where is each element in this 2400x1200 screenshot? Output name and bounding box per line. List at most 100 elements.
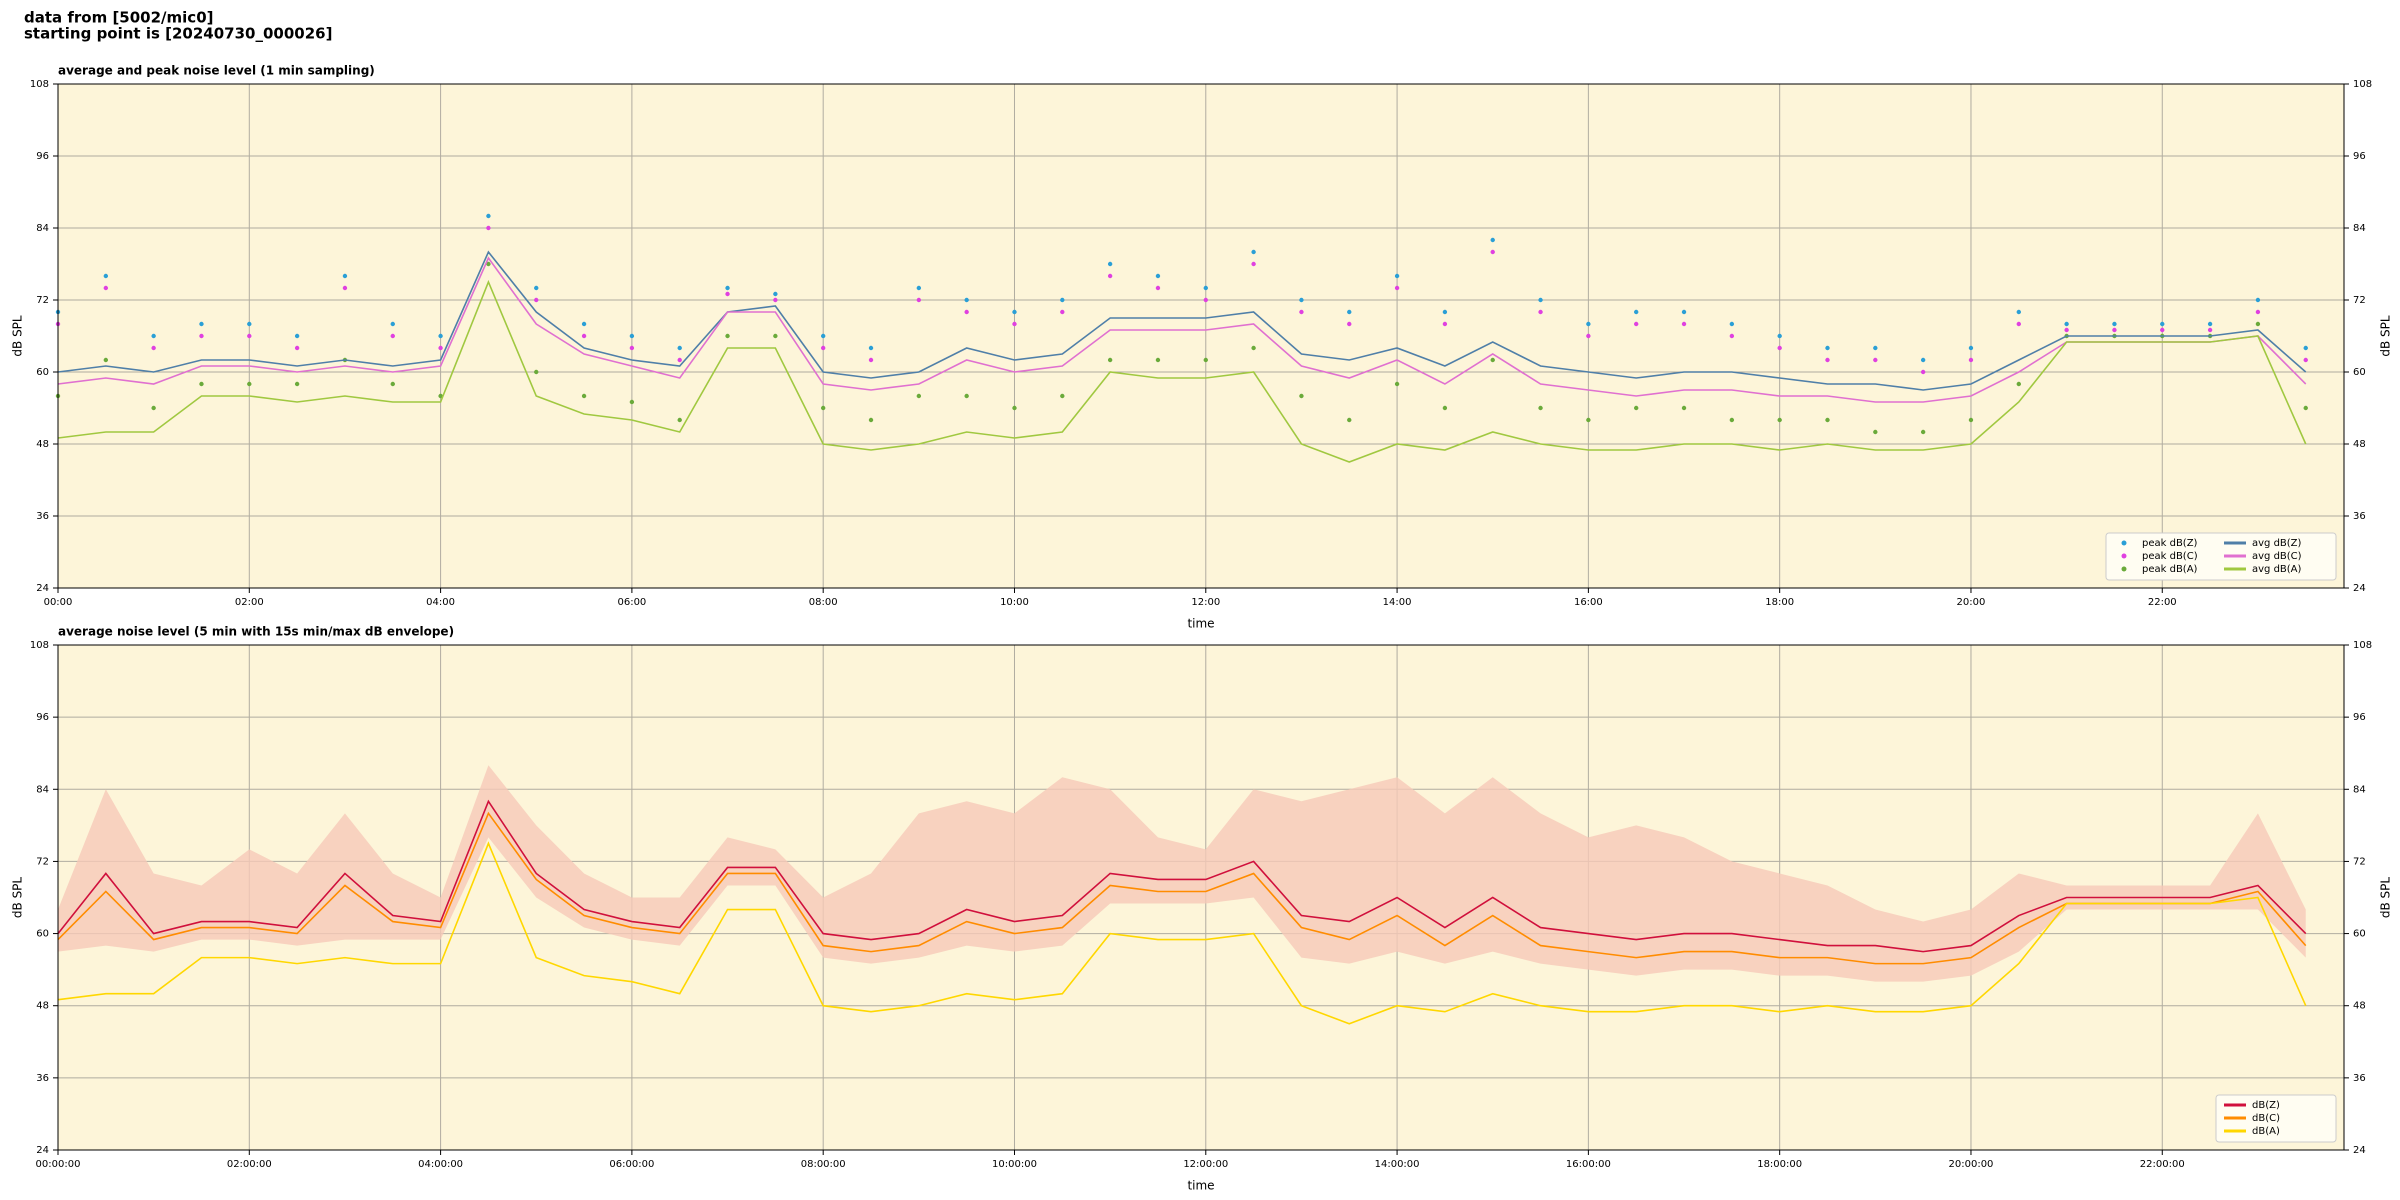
y-tick-label: 108 — [30, 640, 49, 651]
peak-dot — [1825, 357, 1830, 363]
legend-label: avg dB(Z) — [2252, 538, 2302, 549]
peak-dot — [247, 381, 252, 387]
series-line — [57, 250, 2307, 391]
y-tick-label: 36 — [36, 511, 49, 522]
peak-dot — [964, 297, 969, 303]
x-tick-label: 08:00:00 — [801, 1159, 846, 1170]
peak-dot — [1920, 357, 1926, 363]
peak-dot — [1729, 333, 1735, 339]
y-tick-label: 84 — [2353, 223, 2366, 234]
x-tick-label: 14:00 — [1383, 597, 1412, 608]
y-tick-label: 48 — [2353, 439, 2366, 450]
y-tick-label: 72 — [2353, 295, 2366, 306]
peak-dot — [581, 321, 587, 327]
peak-dot — [247, 321, 252, 327]
legend-marker — [2121, 540, 2127, 546]
peak-dot — [2064, 327, 2069, 333]
peak-dot — [1729, 321, 1735, 327]
peak-dot — [1203, 285, 1208, 291]
peak-dot — [581, 333, 587, 339]
peak-dot — [1299, 309, 1304, 315]
x-tick-label: 06:00:00 — [609, 1159, 654, 1170]
x-tick-label: 10:00:00 — [992, 1159, 1037, 1170]
peak-dot — [1394, 285, 1400, 291]
plot-area — [58, 84, 2344, 588]
peak-dot — [1012, 405, 1017, 411]
peak-dot — [486, 225, 491, 231]
peak-dot — [725, 333, 730, 339]
peak-dot — [1442, 321, 1448, 327]
y-tick-label: 36 — [2353, 511, 2366, 522]
peak-dot — [390, 321, 395, 327]
plot-frame — [57, 644, 2345, 1151]
series-line — [57, 841, 2307, 1025]
legend-label: avg dB(C) — [2252, 551, 2302, 562]
peak-dot — [2016, 381, 2021, 387]
peak-dot — [1777, 345, 1782, 351]
peak-dot — [773, 291, 778, 297]
peak-dot — [294, 381, 300, 387]
y-tick-label: 84 — [36, 223, 49, 234]
y-tick-label: 96 — [2353, 151, 2366, 162]
x-tick-label: 04:00:00 — [418, 1159, 463, 1170]
y-tick-label: 60 — [36, 367, 49, 378]
peak-dot — [486, 261, 491, 267]
peak-dot — [2303, 345, 2308, 351]
peak-dot — [677, 357, 682, 363]
peak-dot — [2064, 321, 2069, 327]
legend-marker — [2121, 553, 2127, 559]
x-tick-label: 12:00:00 — [1183, 1159, 1228, 1170]
x-tick-label: 16:00 — [1574, 597, 1603, 608]
peak-dot — [390, 381, 395, 387]
peak-dot — [820, 405, 826, 411]
x-tick-label: 06:00 — [617, 597, 646, 608]
legend-label: dB(C) — [2252, 1113, 2280, 1124]
peak-dot — [2112, 321, 2117, 327]
peak-dot — [1873, 345, 1878, 351]
peak-dot — [1107, 261, 1113, 267]
y-tick-label: 72 — [2353, 856, 2366, 867]
y-tick-label: 108 — [30, 79, 49, 90]
peak-dot — [1920, 429, 1926, 435]
peak-dot — [1538, 309, 1543, 315]
y-tick-label: 48 — [36, 1001, 49, 1012]
peak-dot — [868, 417, 874, 423]
peak-dot — [1490, 357, 1495, 363]
peak-dot — [1920, 369, 1926, 375]
x-tick-label: 02:00:00 — [227, 1159, 272, 1170]
peak-dot — [1681, 321, 1687, 327]
peak-dot — [629, 333, 635, 339]
x-tick-label: 20:00:00 — [1949, 1159, 1994, 1170]
y-axis-label: dB SPL — [11, 877, 25, 919]
peak-dot — [390, 333, 395, 339]
x-axis-label: time — [1187, 617, 1214, 631]
peak-dot — [1347, 321, 1352, 327]
peak-dot — [1394, 381, 1400, 387]
peak-dot — [1681, 309, 1687, 315]
y-tick-label: 84 — [36, 784, 49, 795]
peak-dot — [1155, 285, 1161, 291]
peak-dot — [916, 297, 922, 303]
peak-dot — [438, 333, 443, 339]
y-axis-label: dB SPL — [2379, 877, 2393, 919]
y-tick-label: 24 — [36, 1145, 49, 1156]
peak-dot — [1442, 405, 1448, 411]
peak-dot — [1729, 417, 1735, 423]
peak-dot — [1968, 357, 1974, 363]
series-line — [57, 799, 2307, 953]
peak-dot — [1394, 273, 1400, 279]
peak-dot — [820, 333, 826, 339]
y-tick-label: 24 — [2353, 583, 2366, 594]
x-tick-label: 14:00:00 — [1375, 1159, 1420, 1170]
peak-dot — [916, 285, 922, 291]
y-tick-label: 108 — [2353, 640, 2372, 651]
peak-dot — [438, 345, 443, 351]
peak-dot — [199, 321, 204, 327]
x-tick-label: 18:00:00 — [1757, 1159, 1802, 1170]
peak-dot — [1012, 321, 1017, 327]
x-axis-label: time — [1187, 1179, 1214, 1193]
y-axis-label: dB SPL — [11, 315, 25, 357]
peak-dot — [677, 417, 682, 423]
peak-dot — [581, 393, 587, 399]
